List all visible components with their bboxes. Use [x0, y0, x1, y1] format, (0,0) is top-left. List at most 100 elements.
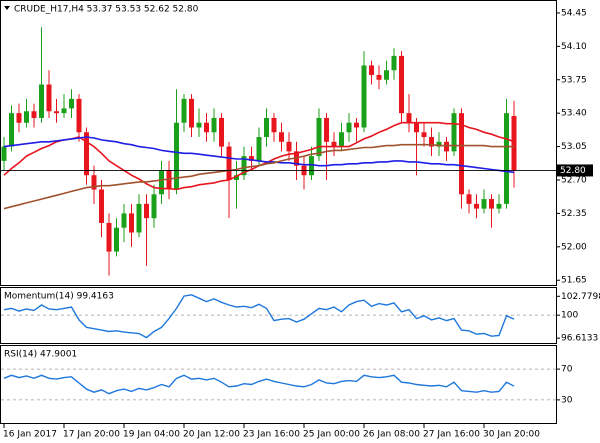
candle-body [24, 111, 29, 123]
candle-body [9, 113, 14, 147]
x-tick-label: 26 Jan 08:00 [363, 430, 420, 440]
chart-title: CRUDE_H17,H4 53.37 53.53 52.62 52.80 [14, 5, 199, 15]
candle-body [189, 98, 194, 128]
candle-body [496, 203, 502, 209]
candle-body [106, 222, 112, 252]
candle-body [504, 113, 509, 204]
indicator-line [3, 374, 515, 395]
candle-body [234, 175, 239, 180]
x-tick-label: 19 Jan 04:00 [123, 430, 180, 440]
rsi-panel [0, 345, 557, 424]
momentum-title: Momentum(14) 99.4163 [4, 292, 114, 302]
candle-body [84, 132, 89, 176]
indicator-line [3, 294, 515, 339]
candle-body [151, 194, 157, 219]
candle-body [144, 203, 149, 219]
x-tick-label: 17 Jan 20:00 [63, 430, 120, 440]
candle-body [39, 84, 44, 118]
menu-arrow [4, 6, 10, 10]
candle-body [241, 156, 247, 176]
x-tick-label: 20 Jan 12:00 [183, 430, 240, 440]
candle-body [331, 141, 337, 147]
candle-body [271, 117, 277, 133]
candle-body [459, 113, 464, 195]
candle-body [309, 156, 314, 176]
candle-body [166, 170, 172, 190]
candle-body [391, 55, 397, 71]
candle-body [129, 213, 134, 233]
candle-body [354, 122, 359, 128]
y-tick-label: 54.45 [561, 8, 587, 18]
candle-body [436, 141, 442, 147]
candle-body [376, 74, 382, 80]
candle-body [474, 203, 479, 209]
candle-body [16, 113, 22, 123]
candle-body [286, 141, 292, 152]
main-panel [0, 0, 557, 286]
candle-body [159, 170, 164, 195]
candle-body [204, 122, 209, 133]
candle-body [174, 122, 179, 190]
candle-body [61, 108, 67, 114]
price-label: 52.80 [560, 166, 586, 176]
candle-body [481, 199, 487, 209]
candle-body [219, 117, 224, 147]
y-tick-label: 52.70 [561, 175, 587, 185]
candle-body [451, 113, 457, 152]
candle-body [384, 70, 389, 80]
x-tick-label: 30 Jan 20:00 [483, 430, 540, 440]
candle-body [511, 116, 517, 171]
candle-body [429, 137, 434, 147]
y-tick-label: 53.75 [561, 75, 587, 85]
y-tick-label: 52.00 [561, 242, 587, 252]
candle-body [226, 146, 232, 180]
y-tick-label: 102.7798 [561, 292, 600, 302]
candle-body [279, 132, 284, 142]
candle-body [256, 137, 262, 161]
candle-body [76, 98, 82, 133]
candle-body [369, 65, 374, 75]
y-tick-label: 96.6133 [561, 334, 598, 344]
candle-body [264, 117, 269, 138]
price-label-box [557, 164, 593, 177]
candle-body [249, 156, 254, 161]
candle-body [339, 132, 344, 147]
candle-body [489, 199, 494, 209]
rsi-title: RSI(14) 47.9001 [4, 350, 77, 360]
y-tick-label: 54.10 [561, 42, 587, 52]
candle-body [399, 55, 404, 114]
moving-average [3, 136, 515, 174]
candle-body [316, 117, 322, 157]
candle-body [196, 122, 202, 128]
moving-average [3, 143, 514, 210]
y-tick-label: 100 [561, 311, 578, 321]
y-tick-label: 53.05 [561, 142, 587, 152]
x-tick-label: 23 Jan 16:00 [243, 430, 300, 440]
x-tick-label: 16 Jan 2017 [3, 430, 57, 440]
candle-body [324, 117, 329, 142]
candle-body [31, 111, 37, 118]
candle-body [114, 227, 119, 252]
y-tick-label: 52.35 [561, 209, 587, 219]
x-tick-label: 25 Jan 00:00 [303, 430, 360, 440]
candle-body [346, 122, 352, 133]
candle-body [1, 146, 7, 161]
candle-body [136, 203, 142, 233]
candle-body [181, 98, 187, 123]
x-tick-label: 27 Jan 16:00 [423, 430, 480, 440]
y-tick-label: 30 [561, 395, 573, 405]
candle-body [444, 141, 449, 152]
y-tick-label: 53.40 [561, 109, 587, 119]
y-tick-label: 70 [561, 365, 573, 375]
y-tick-label: 51.65 [561, 276, 587, 286]
candle-body [99, 189, 104, 223]
candle-body [414, 122, 419, 133]
candle-body [361, 65, 367, 128]
candle-body [211, 117, 217, 133]
candle-body [54, 111, 59, 114]
candle-body [46, 84, 52, 112]
candle-body [421, 132, 427, 138]
candle-body [69, 98, 74, 109]
